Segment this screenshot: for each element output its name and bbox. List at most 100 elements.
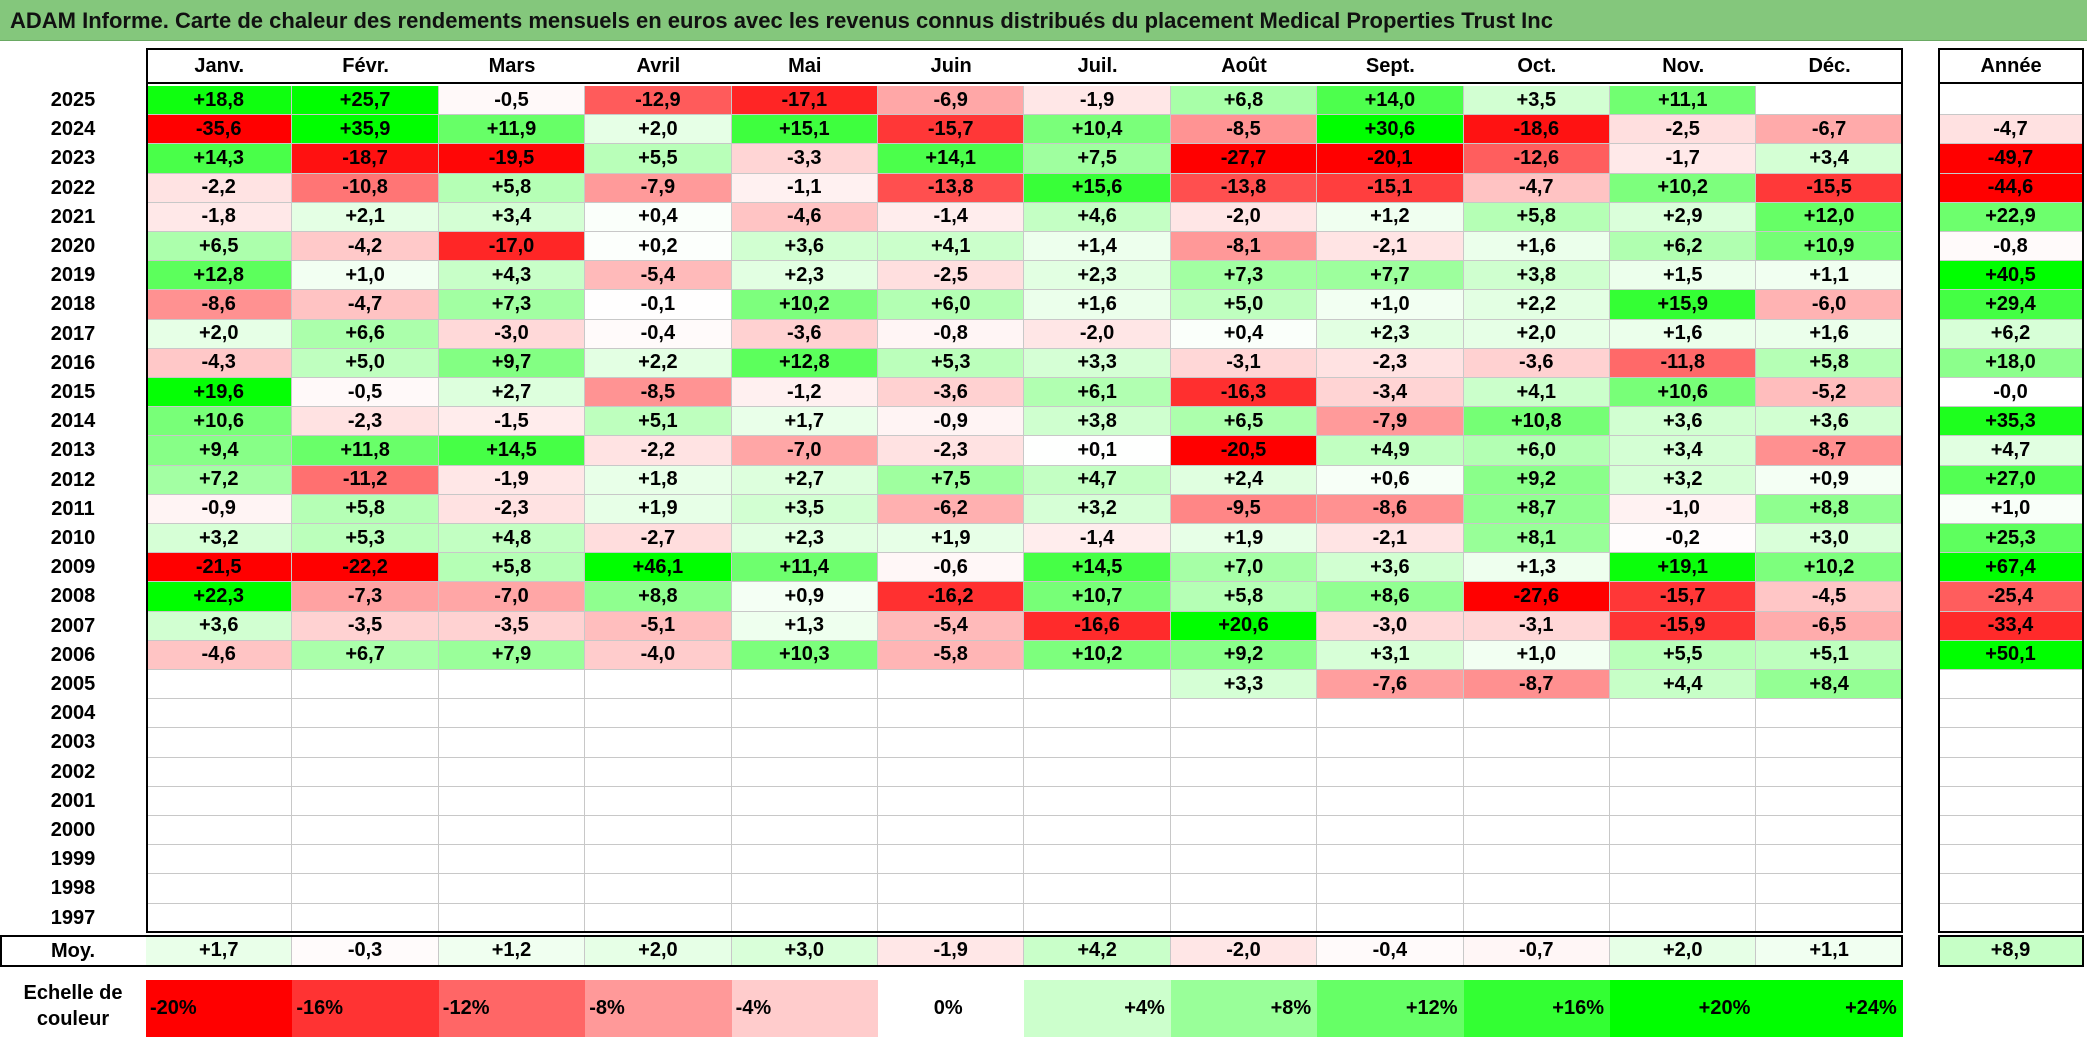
heatmap-cell: +0,2 bbox=[585, 232, 732, 262]
heatmap-cell bbox=[878, 757, 1025, 787]
annual-cell: +40,5 bbox=[1938, 261, 2084, 291]
column-header: Févr. bbox=[292, 50, 439, 84]
heatmap-cell: +5,1 bbox=[585, 407, 732, 437]
average-cell: -0,7 bbox=[1463, 935, 1610, 967]
heatmap-cell bbox=[878, 816, 1025, 846]
year-label: 2013 bbox=[50, 439, 96, 462]
heatmap-cell bbox=[438, 757, 586, 787]
heatmap-cell: -4,6 bbox=[146, 640, 293, 670]
heatmap-cell bbox=[1756, 845, 1903, 875]
color-scale-step: +24% bbox=[1756, 980, 1903, 1037]
title-bar: ADAM Informe. Carte de chaleur des rende… bbox=[0, 0, 2087, 41]
heatmap-cell: -5,1 bbox=[585, 611, 732, 641]
heatmap-cell bbox=[1756, 86, 1903, 116]
heatmap-cell: +15,1 bbox=[731, 115, 878, 145]
heatmap-cell: -1,2 bbox=[731, 378, 878, 408]
heatmap-cell: -15,9 bbox=[1610, 611, 1757, 641]
color-scale-step: -12% bbox=[438, 980, 586, 1037]
heatmap-cell: -4,3 bbox=[146, 348, 293, 378]
annual-cell: +27,0 bbox=[1938, 465, 2084, 495]
heatmap-cell: -0,5 bbox=[438, 86, 586, 116]
annual-cell bbox=[1938, 699, 2084, 729]
heatmap-cell: -15,1 bbox=[1317, 173, 1464, 203]
year-label: 2012 bbox=[50, 468, 96, 491]
heatmap-cell: -7,3 bbox=[292, 582, 439, 612]
heatmap-cell bbox=[146, 699, 293, 729]
heatmap-cell bbox=[438, 670, 586, 700]
heatmap-cell: -5,4 bbox=[878, 611, 1025, 641]
heatmap-cell bbox=[146, 670, 293, 700]
heatmap-cell bbox=[146, 786, 293, 816]
heatmap-cell: +6,7 bbox=[292, 640, 439, 670]
heatmap-cell: -2,2 bbox=[146, 173, 293, 203]
heatmap-cell: +4,3 bbox=[438, 261, 586, 291]
annual-cell bbox=[1938, 786, 2084, 816]
annual-cell: -25,4 bbox=[1938, 582, 2084, 612]
annual-cell: -49,7 bbox=[1938, 144, 2084, 174]
heatmap-cell: +3,6 bbox=[731, 232, 878, 262]
annual-cell bbox=[1938, 874, 2084, 904]
color-scale-step: +16% bbox=[1463, 980, 1610, 1037]
heatmap-cell bbox=[438, 728, 586, 758]
annual-cell: +18,0 bbox=[1938, 348, 2084, 378]
heatmap-cell: -4,2 bbox=[292, 232, 439, 262]
heatmap-cell: +7,5 bbox=[878, 465, 1025, 495]
heatmap-cell: +8,8 bbox=[1756, 494, 1903, 524]
heatmap-cell: -2,0 bbox=[1024, 319, 1171, 349]
heatmap-cell: +10,8 bbox=[1463, 407, 1610, 437]
average-cell: +1,1 bbox=[1756, 935, 1903, 967]
heatmap-cell bbox=[1756, 816, 1903, 846]
heatmap-cell bbox=[1170, 903, 1318, 933]
heatmap-cell: -0,4 bbox=[585, 319, 732, 349]
heatmap-cell: +3,2 bbox=[1610, 465, 1757, 495]
heatmap-cell bbox=[585, 874, 732, 904]
heatmap-cell: +0,4 bbox=[1170, 319, 1318, 349]
column-header: Sept. bbox=[1317, 50, 1464, 84]
heatmap-cell: -3,4 bbox=[1317, 378, 1464, 408]
column-header: Juin bbox=[878, 50, 1025, 84]
heatmap-cell: +0,9 bbox=[1756, 465, 1903, 495]
heatmap-cell: +0,4 bbox=[585, 202, 732, 232]
heatmap-cell: +11,9 bbox=[438, 115, 586, 145]
year-label: 2025 bbox=[50, 89, 96, 112]
heatmap-cell: -0,1 bbox=[585, 290, 732, 320]
heatmap-cell: +10,6 bbox=[1610, 378, 1757, 408]
heatmap-cell: +10,2 bbox=[731, 290, 878, 320]
heatmap-cell bbox=[731, 845, 878, 875]
year-label: 2024 bbox=[50, 118, 96, 141]
heatmap-cell: +9,7 bbox=[438, 348, 586, 378]
heatmap-cell: -3,5 bbox=[438, 611, 586, 641]
heatmap-cell bbox=[146, 757, 293, 787]
heatmap-cell bbox=[292, 816, 439, 846]
year-label: 2022 bbox=[50, 176, 96, 199]
heatmap-cell: -1,0 bbox=[1610, 494, 1757, 524]
heatmap-cell: -4,6 bbox=[731, 202, 878, 232]
year-label: 2020 bbox=[50, 235, 96, 258]
heatmap-cell: +4,7 bbox=[1024, 465, 1171, 495]
heatmap-cell: -8,7 bbox=[1463, 670, 1610, 700]
heatmap-cell: +1,0 bbox=[1317, 290, 1464, 320]
heatmap-cell: +3,8 bbox=[1024, 407, 1171, 437]
heatmap-cell: -3,0 bbox=[1317, 611, 1464, 641]
heatmap-cell: -0,9 bbox=[878, 407, 1025, 437]
heatmap-cell bbox=[438, 903, 586, 933]
heatmap-cell: +6,0 bbox=[1463, 436, 1610, 466]
year-label: 2019 bbox=[50, 264, 96, 287]
heatmap-cell: +5,8 bbox=[1463, 202, 1610, 232]
heatmap-cell: -16,3 bbox=[1170, 378, 1318, 408]
heatmap-cell: -0,8 bbox=[878, 319, 1025, 349]
heatmap-cell bbox=[585, 670, 732, 700]
heatmap-cell bbox=[1024, 757, 1171, 787]
heatmap-cell: +9,2 bbox=[1170, 640, 1318, 670]
year-label: 2011 bbox=[51, 497, 95, 520]
heatmap-cell: +3,8 bbox=[1463, 261, 1610, 291]
heatmap-cell: +2,3 bbox=[731, 524, 878, 554]
heatmap-cell bbox=[1024, 845, 1171, 875]
column-header: Août bbox=[1170, 50, 1318, 84]
heatmap-cell: +8,6 bbox=[1317, 582, 1464, 612]
heatmap-cell: +5,0 bbox=[1170, 290, 1318, 320]
heatmap-cell: +8,7 bbox=[1463, 494, 1610, 524]
heatmap-cell bbox=[878, 845, 1025, 875]
heatmap-cell: +4,4 bbox=[1610, 670, 1757, 700]
heatmap-cell bbox=[585, 757, 732, 787]
